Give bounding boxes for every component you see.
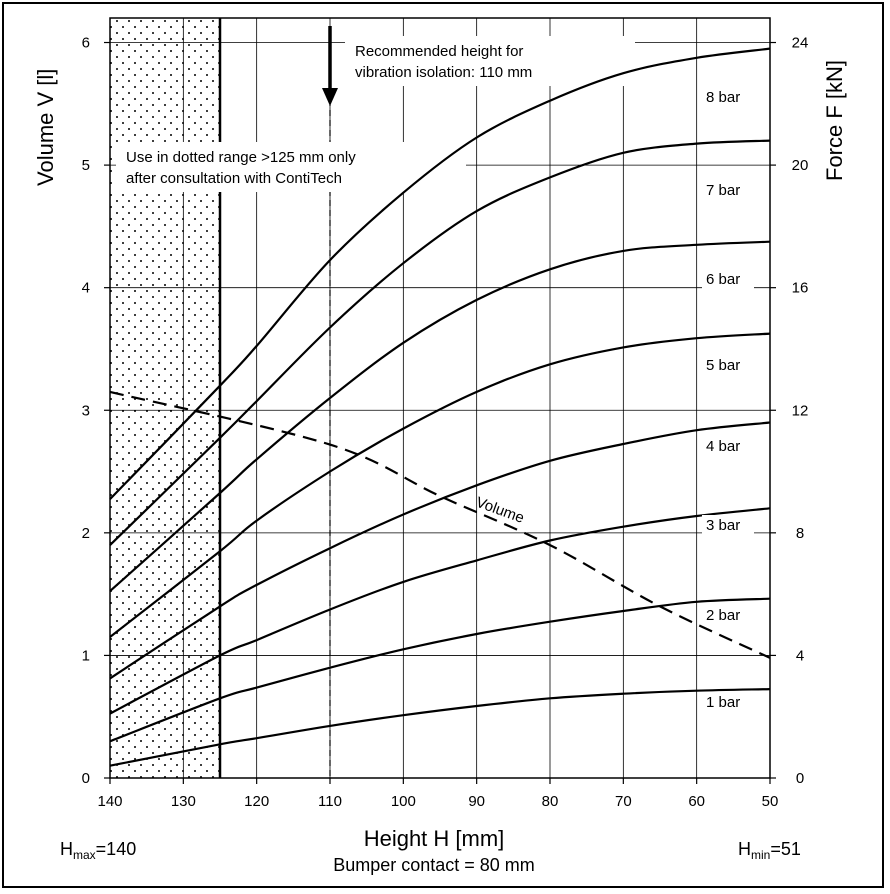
hmax-sub: max	[73, 848, 96, 862]
curve-7-bar-label: 7 bar	[706, 182, 740, 199]
curve-8-bar-label-bg	[702, 87, 754, 107]
x-tick-100: 100	[391, 793, 416, 810]
curve-2-bar-label: 2 bar	[706, 607, 740, 624]
x-tick-110: 110	[318, 793, 342, 810]
x-tick-labels: 140 130 120 110 100 90 80 70 60 50	[97, 778, 778, 810]
curve-labels: 1 bar 2 bar 3 bar 4 bar 5 bar 6 bar 7 bar 8 bar	[702, 87, 754, 712]
x-tick-130: 130	[171, 793, 196, 810]
y-axis-title: Volume V [l]	[33, 69, 58, 186]
volume-curve	[109, 390, 771, 659]
bumper-contact-label: Bumper contact = 80 mm	[333, 855, 535, 875]
curve-2-bar	[109, 597, 771, 743]
y-tick-0: 0	[82, 770, 90, 787]
x-tick-50: 50	[762, 793, 779, 810]
y-tick-6: 6	[82, 35, 90, 52]
recommended-arrow-head	[322, 88, 338, 106]
dotted-note-line2: after consultation with ContiTech	[126, 170, 342, 187]
y2-axis-title: Force F [kN]	[822, 60, 847, 181]
hmin-value: =51	[770, 839, 801, 859]
recommended-note-line2: vibration isolation: 110 mm	[355, 64, 532, 81]
curve-5-bar-label: 5 bar	[706, 357, 740, 374]
x-axis-title: Height H [mm]	[364, 826, 505, 851]
curve-8-bar	[109, 47, 771, 500]
y-tick-3: 3	[82, 402, 90, 419]
curve-6-bar	[109, 240, 771, 592]
y2-tick-labels: 0 4 8 12 16 20 24	[770, 35, 808, 787]
hmax-value: =140	[96, 839, 137, 859]
curve-2-bar-label-bg	[702, 605, 754, 625]
y-tick-5: 5	[82, 157, 90, 174]
x-tick-60: 60	[688, 793, 705, 810]
curve-5-bar-label-bg	[702, 355, 754, 375]
curve-3-bar-label-bg	[702, 515, 754, 535]
x-tick-120: 120	[244, 793, 269, 810]
dotted-note-line1: Use in dotted range >125 mm only	[126, 149, 356, 166]
y2-tick-20: 20	[792, 157, 809, 174]
y2-tick-16: 16	[792, 280, 809, 297]
y2-tick-12: 12	[792, 402, 809, 419]
y-tick-2: 2	[82, 525, 90, 542]
curve-7-bar-label-bg	[702, 180, 754, 200]
y2-tick-0: 0	[796, 770, 804, 787]
curve-1-bar-label-bg	[702, 692, 754, 712]
dotted-note-bg	[116, 142, 466, 192]
y2-tick-8: 8	[796, 525, 804, 542]
x-tick-90: 90	[468, 793, 485, 810]
curve-1-bar-label: 1 bar	[706, 694, 740, 711]
curve-5-bar	[109, 332, 771, 638]
y2-tick-4: 4	[796, 647, 804, 664]
recommended-note-bg	[345, 36, 635, 86]
curve-4-bar-label-bg	[702, 436, 754, 456]
hmin-main: H	[738, 839, 751, 859]
x-tick-140: 140	[97, 793, 122, 810]
hmax-main: H	[60, 839, 73, 859]
curve-3-bar	[109, 507, 771, 715]
x-tick-80: 80	[542, 793, 559, 810]
curve-4-bar-label: 4 bar	[706, 438, 740, 455]
plot-border	[109, 17, 771, 779]
x-tick-70: 70	[615, 793, 632, 810]
hmin-label: Hmin=51	[738, 839, 801, 862]
y-tick-4: 4	[82, 280, 90, 297]
curve-7-bar	[109, 139, 771, 546]
curve-4-bar	[109, 421, 771, 680]
y-tick-labels: 0 1 2 3 4 5 6	[82, 35, 110, 787]
volume-curve-label: Volume	[474, 494, 527, 527]
hmin-sub: min	[751, 848, 770, 862]
curve-3-bar-label: 3 bar	[706, 517, 740, 534]
curve-1-bar	[109, 688, 771, 767]
curve-6-bar-label: 6 bar	[706, 271, 740, 288]
pressure-curves	[109, 47, 771, 767]
y-tick-1: 1	[82, 647, 90, 664]
hmax-label: Hmax=140	[60, 839, 136, 862]
curve-8-bar-label: 8 bar	[706, 89, 740, 106]
y2-tick-24: 24	[792, 35, 809, 52]
curve-6-bar-label-bg	[702, 269, 754, 289]
recommended-note-line1: Recommended height for	[355, 43, 523, 60]
